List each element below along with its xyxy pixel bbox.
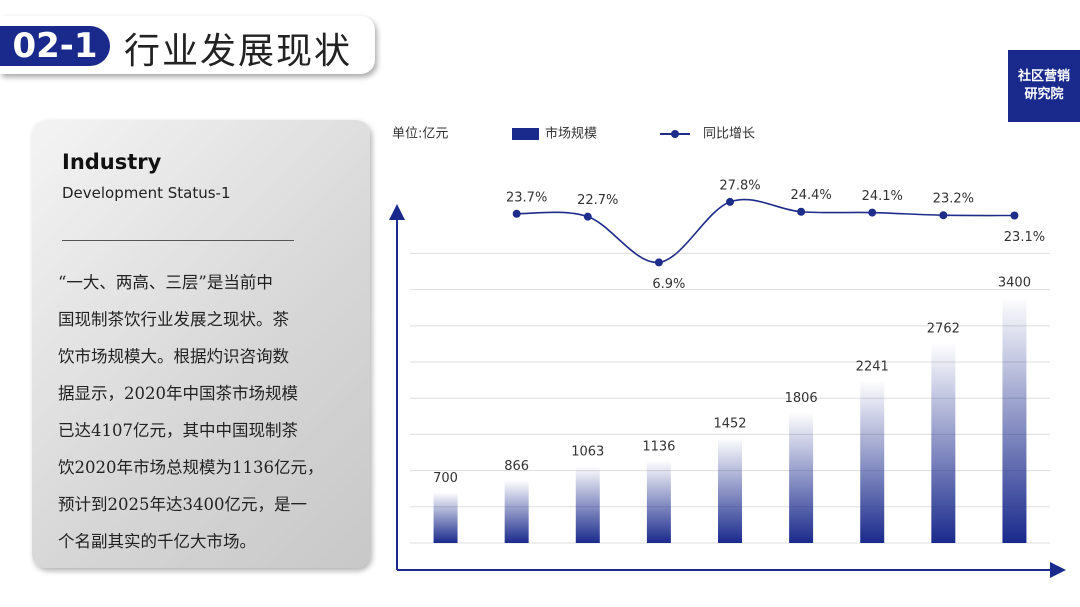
panel-title: Industry (62, 150, 162, 174)
body-line: 已达4107亿元，其中中国现制茶 (58, 421, 298, 440)
header-title: 行业发展现状 (124, 31, 353, 72)
data-label: 27.8% (719, 178, 760, 193)
data-label: 3400 (998, 275, 1031, 290)
line (516, 198, 1015, 264)
body-line: 饮市场规模大。根据灼识咨询数 (58, 347, 289, 366)
bar (575, 466, 600, 543)
bar (718, 437, 742, 543)
data-label: 1063 (571, 445, 604, 460)
body-line: 个名副其实的千亿大市场。 (58, 532, 256, 551)
line-point (583, 212, 592, 221)
unit-label: 单位:亿元 (392, 127, 448, 142)
bar (789, 412, 814, 543)
body-line: 据显示，2020年中国茶市场规模 (58, 384, 298, 403)
bar (646, 460, 671, 543)
data-label: 1136 (642, 439, 675, 454)
bar (504, 480, 529, 543)
body-line: 饮2020年市场总规模为1136亿元， (58, 458, 324, 477)
line-point (726, 197, 734, 206)
data-label: 866 (504, 459, 529, 474)
legend-label: 市场规模 (545, 126, 597, 142)
data-label: 6.9% (652, 277, 685, 292)
data-label: 1806 (785, 391, 818, 406)
body-line: 国现制茶饮行业发展之现状。茶 (58, 310, 289, 329)
line-point (939, 211, 948, 220)
panel-body: “一大、两高、三层”是当前中 国现制茶饮行业发展之现状。茶 饮市场规模大。根据灼识咨… (58, 264, 323, 560)
data-label: 2241 (856, 359, 889, 374)
bar (860, 380, 885, 543)
line-point (797, 207, 806, 216)
legend-swatch (671, 130, 679, 138)
data-label: 2762 (927, 322, 960, 337)
info-panel: Industry Development Status-1 “一大、两高、三层”… (32, 120, 370, 568)
line-point (512, 209, 521, 218)
body-line: “一大、两高、三层”是当前中 (58, 273, 273, 292)
panel-subtitle: Development Status-1 (62, 184, 231, 202)
bar (931, 343, 956, 543)
logo: 社区营销 研究院 (1008, 50, 1080, 122)
header-number: 02-1 (0, 26, 110, 66)
line-point (654, 258, 663, 267)
data-label: 23.7% (506, 190, 547, 205)
data-label: 23.1% (1004, 230, 1045, 245)
logo-line: 研究院 (1024, 87, 1064, 102)
line-point (868, 208, 877, 217)
body-line: 预计到2025年达3400亿元，是一 (58, 495, 307, 514)
data-label: 700 (433, 471, 458, 486)
data-label: 24.4% (790, 188, 831, 203)
bar (433, 492, 458, 543)
data-label: 24.1% (862, 189, 903, 204)
legend-swatch (512, 128, 539, 140)
legend-label: 同比增长 (703, 127, 755, 142)
bar (1002, 296, 1027, 543)
logo-line: 社区营销 (1017, 69, 1070, 84)
line-point (1010, 211, 1019, 220)
data-label: 23.2% (933, 192, 974, 207)
data-label: 1452 (713, 416, 746, 431)
data-label: 22.7% (577, 193, 618, 208)
divider (62, 240, 294, 241)
